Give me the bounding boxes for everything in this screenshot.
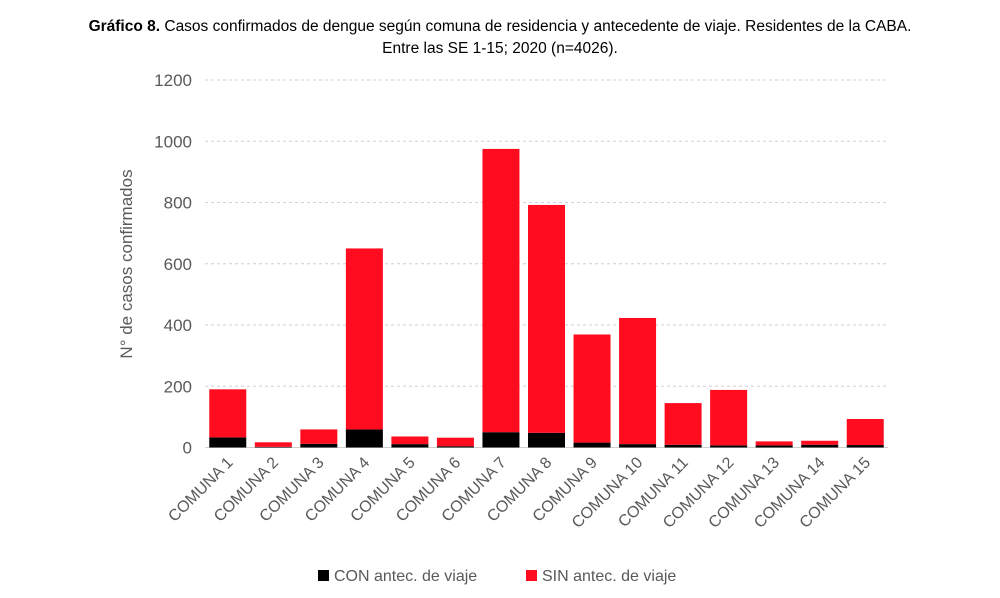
chart-title: Gráfico 8. Casos confirmados de dengue s… <box>0 16 1000 60</box>
bar-segment <box>209 389 247 438</box>
bar-segment <box>710 389 748 446</box>
y-tick-label: 1000 <box>154 132 192 151</box>
bar-segment <box>755 441 793 446</box>
bar-segment <box>528 432 565 448</box>
bar-segment <box>573 334 611 443</box>
chart-title-line1: Casos confirmados de dengue según comuna… <box>160 18 912 35</box>
bar-segment <box>846 419 884 446</box>
bar-segment <box>710 445 748 448</box>
legend-label: CON antec. de viaje <box>334 568 477 585</box>
y-tick-label: 0 <box>183 439 192 458</box>
legend-swatch <box>526 570 537 581</box>
chart-title-bold: Gráfico 8. <box>88 18 161 35</box>
bar-segment <box>801 444 839 448</box>
y-tick-label: 400 <box>164 316 192 335</box>
bar-segment <box>209 437 247 448</box>
bar-segment <box>254 442 292 447</box>
y-tick-label: 800 <box>164 194 192 213</box>
bar-segment <box>664 444 702 448</box>
bar-segment <box>436 446 474 448</box>
bar-segment <box>664 403 702 445</box>
bar-segment <box>619 444 657 448</box>
y-tick-label: 200 <box>164 377 192 396</box>
bar-segment <box>391 436 429 445</box>
bar-segment <box>345 429 383 448</box>
bar-segment <box>573 442 611 448</box>
chart-title-line2: Entre las SE 1-15; 2020 (n=4026). <box>382 40 618 57</box>
bar-segment <box>846 445 884 448</box>
bar-segment <box>345 248 383 430</box>
legend-swatch <box>318 570 329 581</box>
bar-segment <box>528 204 565 433</box>
bar-segment <box>300 429 338 444</box>
y-tick-label: 600 <box>164 255 192 274</box>
y-axis-label: N° de casos confirmados <box>117 169 136 358</box>
bar-segment <box>801 440 839 445</box>
bar-segment <box>391 444 429 448</box>
bar-segment <box>482 148 520 433</box>
legend-label: SIN antec. de viaje <box>542 568 676 585</box>
bar-segment <box>755 445 793 448</box>
y-tick-label: 1200 <box>154 71 192 90</box>
bar-segment <box>619 317 657 445</box>
bar-segment <box>254 446 292 448</box>
bar-segment <box>482 432 520 448</box>
bar-segment <box>436 437 474 447</box>
bar-segment <box>300 443 338 448</box>
